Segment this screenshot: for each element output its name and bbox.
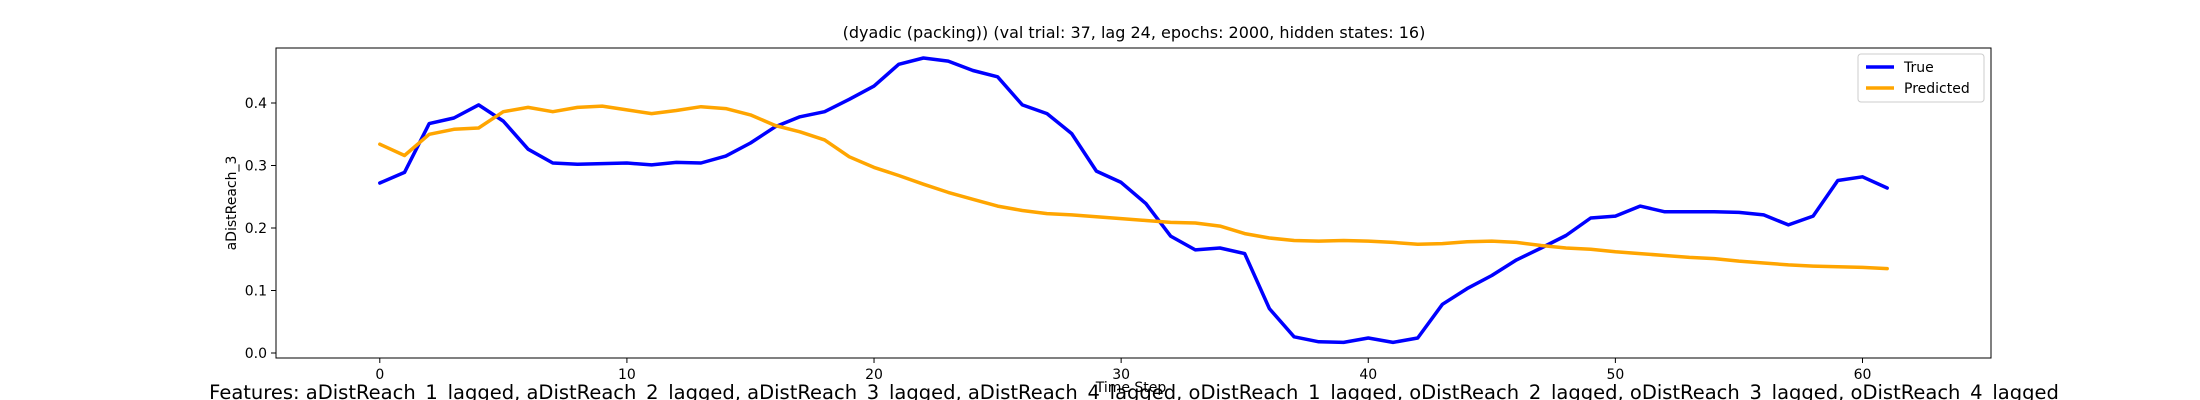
x-tick-label: 30 [1112, 367, 1130, 383]
y-tick-label: 0.4 [245, 96, 267, 112]
x-tick-label: 60 [1854, 367, 1872, 383]
y-tick-label: 0.3 [245, 159, 267, 175]
y-tick-label: 0.2 [245, 221, 267, 237]
series-line-true [378, 56, 1889, 345]
series-line-predicted [378, 104, 1889, 271]
x-axis-ticks: 0 10 20 30 40 50 60 [375, 358, 1871, 383]
x-axis-label: Time Step [1095, 380, 1167, 396]
features-footer: Features: aDistReach_1_lagged, aDistReac… [209, 381, 2059, 400]
y-tick-label: 0.1 [245, 284, 267, 300]
series-layer [378, 56, 1889, 345]
x-tick-label: 10 [618, 367, 636, 383]
x-tick-label: 0 [375, 367, 384, 383]
legend-label-true: True [1903, 60, 1934, 76]
x-tick-label: 50 [1606, 367, 1624, 383]
y-axis-ticks: 0.0 0.1 0.2 0.3 0.4 [245, 96, 276, 362]
x-tick-label: 40 [1359, 367, 1377, 383]
y-axis-label: aDistReach_3 [224, 156, 240, 251]
x-tick-label: 20 [865, 367, 883, 383]
legend-label-predicted: Predicted [1904, 81, 1970, 97]
y-tick-label: 0.0 [245, 346, 267, 362]
chart-title: (dyadic (packing)) (val trial: 37, lag 2… [843, 23, 1426, 42]
legend: True Predicted [1857, 53, 1985, 103]
plot-frame [275, 47, 1992, 359]
